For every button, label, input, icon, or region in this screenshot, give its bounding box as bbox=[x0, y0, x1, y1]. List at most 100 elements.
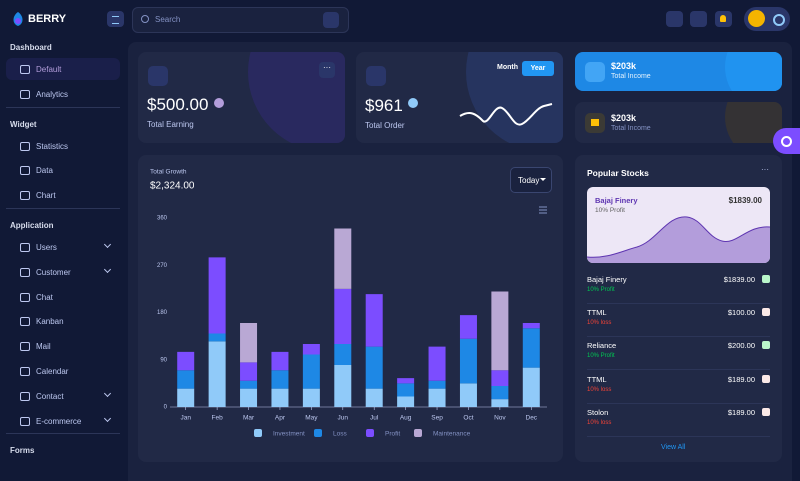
bar-segment bbox=[177, 370, 195, 389]
section-title: Application bbox=[10, 221, 54, 230]
bar-segment bbox=[334, 228, 352, 289]
y-tick-label: 0 bbox=[164, 405, 168, 411]
nav-item[interactable]: Users bbox=[6, 236, 120, 258]
nav-item[interactable]: Mail bbox=[6, 335, 120, 357]
x-tick-label: May bbox=[305, 415, 318, 422]
order-label: Total Order bbox=[365, 121, 405, 130]
x-tick-label: Sep bbox=[431, 415, 443, 422]
featured-price: $1839.00 bbox=[728, 196, 762, 205]
view-all[interactable]: View All bbox=[661, 444, 686, 451]
nav-icon bbox=[20, 89, 30, 99]
nav-label: Kanban bbox=[36, 317, 64, 327]
bar-segment bbox=[459, 338, 477, 384]
tab[interactable]: Month bbox=[497, 64, 518, 71]
bar-segment bbox=[271, 351, 289, 371]
nav-label: E-commerce bbox=[36, 416, 82, 426]
nav-item[interactable]: Contact bbox=[6, 385, 120, 407]
x-tick-label: Oct bbox=[463, 415, 473, 422]
nav-item[interactable]: Kanban bbox=[6, 310, 120, 332]
bar-segment bbox=[208, 341, 226, 407]
stocks-card: Popular Stocks ··· Bajaj Finery 10% Prof… bbox=[575, 155, 782, 462]
income-icon bbox=[585, 113, 605, 133]
bar-segment bbox=[397, 378, 415, 384]
nav-icon bbox=[20, 317, 30, 327]
trend-icon bbox=[408, 98, 418, 108]
nav-item[interactable]: Data bbox=[6, 159, 120, 181]
bar-segment bbox=[522, 328, 540, 368]
bar-segment bbox=[334, 344, 352, 365]
bar-segment bbox=[240, 380, 258, 389]
nav-item[interactable]: Statistics bbox=[6, 135, 120, 157]
earning-label: Total Earning bbox=[147, 120, 194, 129]
search-box[interactable]: Search bbox=[132, 7, 349, 33]
nav-item[interactable]: E-commerce bbox=[6, 410, 120, 432]
nav-label: Contact bbox=[36, 391, 64, 401]
nav-label: Customer bbox=[36, 267, 71, 277]
stock-price: $100.00 bbox=[727, 308, 755, 318]
bar-segment bbox=[334, 365, 352, 407]
divider bbox=[6, 433, 120, 435]
bar-segment bbox=[522, 367, 540, 407]
nav-label: Analytics bbox=[36, 89, 69, 99]
nav-icon bbox=[20, 391, 30, 401]
trend-badge bbox=[762, 374, 770, 383]
nav-label: Users bbox=[36, 243, 57, 252]
trend-badge bbox=[762, 275, 770, 283]
search-placeholder: Search bbox=[155, 15, 181, 24]
x-tick-label: Dec bbox=[526, 415, 538, 422]
x-tick-label: Jul bbox=[370, 415, 379, 422]
bar-segment bbox=[334, 288, 352, 344]
nav-icon bbox=[20, 191, 30, 201]
bar-segment bbox=[491, 291, 509, 371]
bar-segment bbox=[365, 294, 383, 347]
notification-button[interactable] bbox=[715, 11, 732, 27]
legend-label: Loss bbox=[333, 431, 347, 438]
chevron bbox=[103, 414, 112, 422]
nav-item[interactable]: Analytics bbox=[6, 83, 120, 105]
more-button[interactable]: ··· bbox=[319, 62, 335, 78]
bar-segment bbox=[240, 362, 258, 381]
nav-icon bbox=[20, 292, 30, 302]
x-tick-label: Mar bbox=[243, 415, 255, 422]
menu-button[interactable] bbox=[107, 11, 124, 27]
income-value: $203k bbox=[611, 113, 637, 123]
more-button[interactable]: ··· bbox=[761, 165, 769, 174]
y-tick-label: 360 bbox=[157, 216, 168, 222]
nav-icon bbox=[20, 65, 30, 74]
bar-segment bbox=[365, 346, 383, 389]
bar-segment bbox=[271, 388, 289, 407]
income-label: Total Income bbox=[611, 125, 651, 132]
nav-item[interactable]: Default bbox=[6, 58, 120, 80]
x-tick-label: Feb bbox=[212, 415, 224, 422]
settings-button[interactable] bbox=[773, 128, 800, 154]
profile-button[interactable] bbox=[744, 7, 790, 31]
y-tick-label: 180 bbox=[157, 310, 168, 316]
section-title: Dashboard bbox=[10, 43, 52, 52]
bar-segment bbox=[491, 386, 509, 400]
nav-item[interactable]: Customer bbox=[6, 261, 120, 283]
logo-icon bbox=[13, 12, 23, 26]
earning-value: $500.00 bbox=[147, 95, 209, 114]
trend-badge bbox=[762, 407, 770, 416]
stock-row: Reliance 10% Profit $200.00 bbox=[587, 337, 770, 371]
featured-note: 10% Profit bbox=[595, 207, 625, 214]
bar-segment bbox=[428, 346, 446, 381]
legend-swatch bbox=[366, 429, 374, 437]
nav-item[interactable]: Chart bbox=[6, 184, 120, 206]
stock-note: 10% Profit bbox=[587, 287, 615, 293]
chevron bbox=[103, 240, 112, 249]
toggle-button[interactable] bbox=[666, 11, 683, 27]
income-label: Total Income bbox=[611, 73, 651, 80]
bar-segment bbox=[459, 383, 477, 407]
nav-item[interactable]: Calendar bbox=[6, 360, 120, 382]
period-select[interactable]: Today bbox=[510, 167, 552, 193]
bar-segment bbox=[365, 388, 383, 407]
tab-active[interactable]: Year bbox=[522, 61, 554, 76]
language-button[interactable] bbox=[690, 11, 707, 27]
nav-icon bbox=[20, 342, 30, 352]
chart-menu[interactable] bbox=[539, 206, 547, 214]
bar-segment bbox=[177, 351, 195, 371]
filter-button[interactable] bbox=[323, 12, 339, 28]
nav-item[interactable]: Chat bbox=[6, 286, 120, 308]
income-value: $203k bbox=[611, 61, 637, 71]
